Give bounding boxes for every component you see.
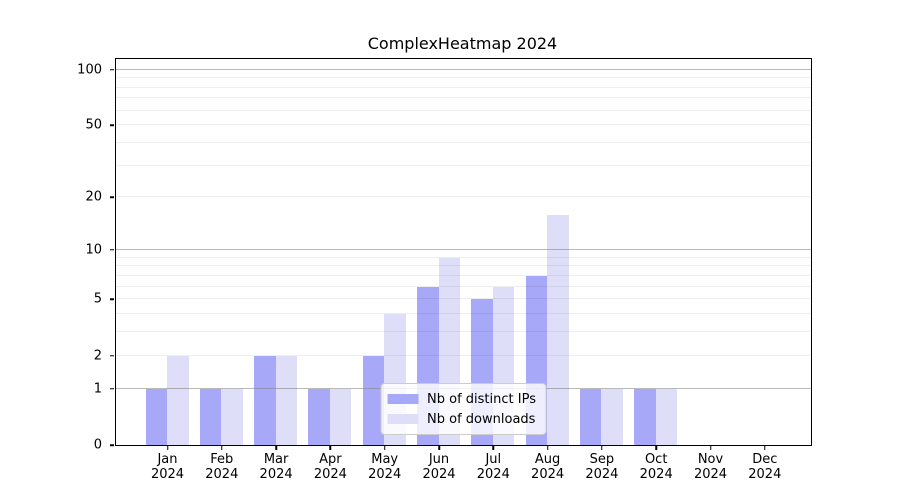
x-tick-label: Feb 2024 (187, 452, 257, 482)
x-tick-year: 2024 (150, 467, 185, 482)
bar-distinct-ips-mar (254, 355, 276, 445)
y-tick-mark (109, 387, 114, 390)
x-tick-mark (764, 445, 766, 450)
y-tick-label: 1 (93, 381, 102, 397)
x-tick-mark (492, 445, 495, 450)
x-tick-label: Oct 2024 (621, 452, 691, 482)
bar-downloads-jan (167, 355, 189, 445)
bar-distinct-ips-feb (199, 388, 222, 445)
x-tick-year: 2024 (748, 467, 782, 482)
x-tick-year: 2024 (313, 467, 347, 482)
y-tick-label: 50 (85, 117, 102, 133)
x-tick-year: 2024 (422, 467, 456, 482)
x-tick-month: Apr (319, 452, 342, 467)
bar-downloads-mar (275, 355, 298, 445)
legend-swatch-downloads (387, 413, 419, 425)
legend-swatch-distinct-ips (387, 393, 419, 405)
y-tick-mark (109, 249, 114, 251)
y-tick-mark (109, 298, 114, 300)
x-tick-month: Nov (697, 452, 724, 467)
x-tick-label: Mar 2024 (241, 452, 311, 482)
bar-downloads-feb (221, 388, 243, 445)
y-tick-mark (109, 196, 114, 199)
x-tick-year: 2024 (476, 467, 510, 482)
y-tick-label: 100 (77, 62, 102, 78)
legend-item-distinct-ips: Nb of distinct IPs (387, 389, 536, 409)
x-tick-mark (546, 445, 549, 450)
x-tick-label: Apr 2024 (295, 452, 365, 482)
x-tick-month: Mar (263, 452, 289, 467)
x-tick-month: Dec (752, 452, 778, 467)
x-tick-year: 2024 (259, 467, 293, 482)
x-tick-year: 2024 (639, 467, 673, 482)
y-tick-mark (109, 68, 114, 71)
x-tick-month: Jan (157, 452, 178, 467)
x-tick-month: Sep (589, 452, 615, 467)
x-tick-label: Dec 2024 (730, 452, 800, 482)
bar-downloads-apr (329, 388, 352, 445)
y-tick-mark (109, 444, 114, 446)
bar-downloads-sep (601, 388, 623, 445)
x-tick-year: 2024 (693, 467, 728, 482)
y-tick-mark (109, 354, 114, 357)
y-tick-mark (109, 124, 114, 126)
bar-distinct-ips-apr (308, 388, 330, 445)
x-tick-month: Jun (428, 452, 450, 467)
x-tick-month: Feb (210, 452, 234, 467)
x-tick-mark (655, 445, 657, 450)
bar-distinct-ips-sep (579, 388, 602, 445)
x-tick-label: Sep 2024 (567, 452, 637, 482)
plot-area: Nb of distinct IPs Nb of downloads (115, 58, 812, 446)
x-tick-year: 2024 (531, 467, 565, 482)
chart-title: ComplexHeatmap 2024 (367, 34, 558, 53)
x-tick-label: Jan 2024 (133, 452, 203, 482)
x-tick-label: Nov 2024 (676, 452, 746, 482)
x-tick-label: Jul 2024 (458, 452, 528, 482)
x-tick-year: 2024 (205, 467, 239, 482)
x-tick-year: 2024 (585, 467, 619, 482)
x-tick-month: Oct (644, 452, 668, 467)
x-tick-mark (166, 445, 169, 450)
x-tick-label: Jun 2024 (404, 452, 474, 482)
x-tick-label: May 2024 (350, 452, 420, 482)
y-tick-label: 0 (93, 437, 102, 453)
legend-label-downloads: Nb of downloads (427, 411, 536, 427)
x-tick-mark (601, 445, 603, 450)
legend-label-distinct-ips: Nb of distinct IPs (427, 391, 536, 407)
x-tick-mark (383, 445, 386, 450)
x-tick-mark (709, 445, 712, 450)
y-tick-label: 5 (93, 291, 102, 307)
x-tick-label: Aug 2024 (513, 452, 583, 482)
bar-downloads-aug (547, 214, 569, 445)
legend-item-downloads: Nb of downloads (387, 409, 536, 429)
x-tick-month: Jul (485, 452, 502, 467)
y-tick-label: 20 (85, 189, 102, 205)
x-tick-month: Aug (534, 452, 561, 467)
bar-distinct-ips-oct (634, 388, 656, 445)
x-tick-mark (438, 445, 440, 450)
bar-distinct-ips-jan (145, 388, 167, 445)
legend: Nb of distinct IPs Nb of downloads (380, 383, 547, 435)
x-tick-mark (221, 445, 223, 450)
x-tick-mark (329, 445, 332, 450)
y-tick-label: 2 (93, 348, 102, 364)
bar-downloads-oct (655, 388, 678, 445)
x-tick-mark (275, 445, 277, 450)
y-tick-label: 10 (85, 242, 102, 258)
x-tick-year: 2024 (368, 467, 402, 482)
bar-distinct-ips-may (362, 355, 385, 445)
x-tick-month: May (371, 452, 399, 467)
